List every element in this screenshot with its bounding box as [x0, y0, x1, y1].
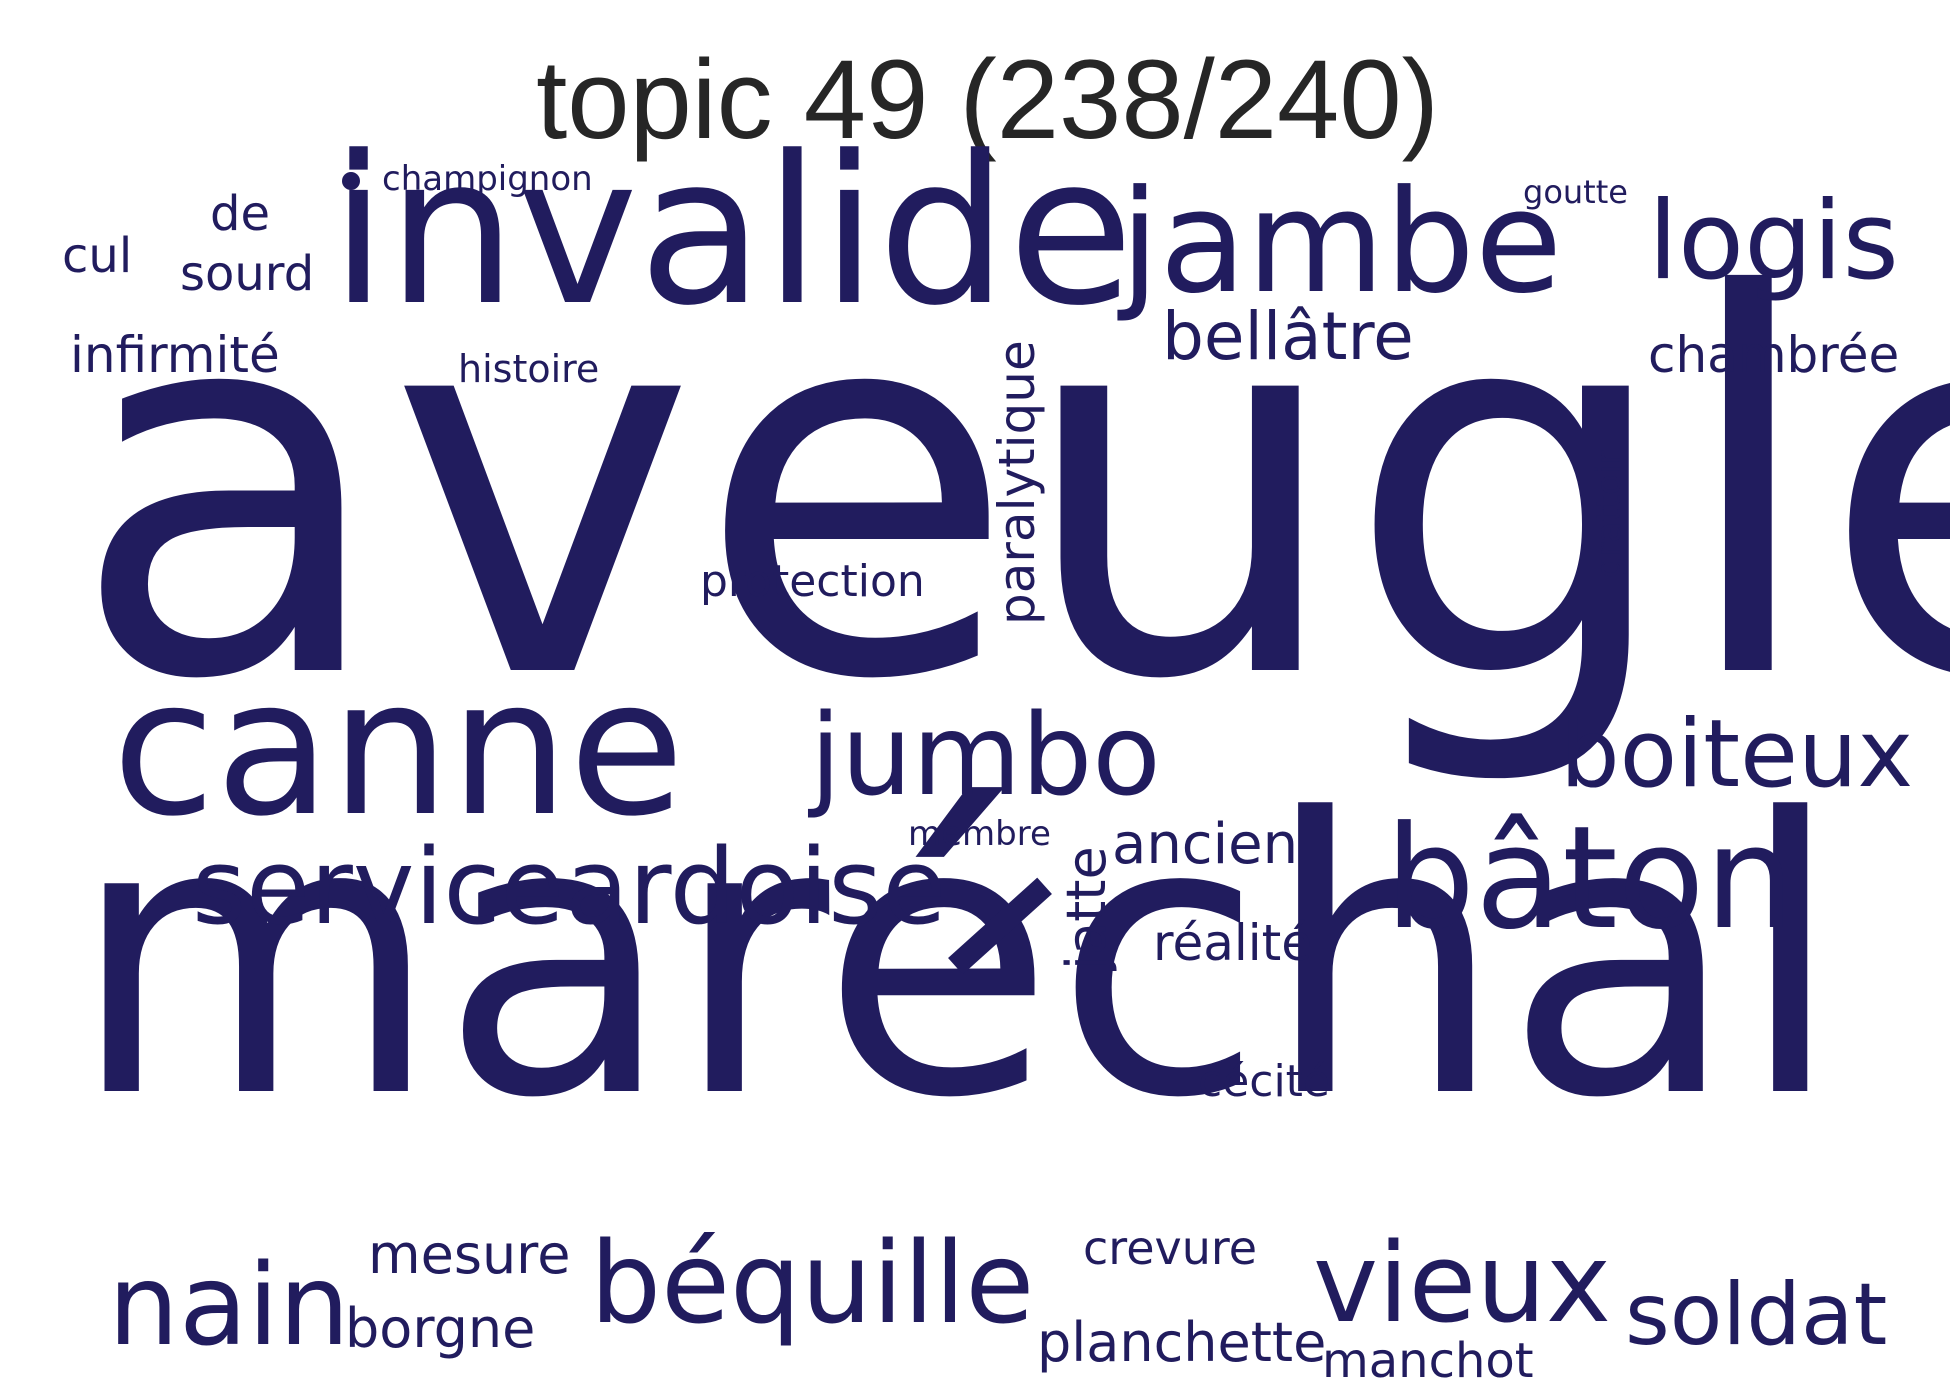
word-goutte: goutte: [1523, 173, 1628, 211]
word-borgne: borgne: [345, 1297, 536, 1360]
word-jumbo: jumbo: [810, 691, 1161, 821]
word-invalide: invalide: [330, 113, 1134, 351]
word-aveugle: aveugle: [70, 187, 1950, 793]
word-crevure: crevure: [1083, 1221, 1258, 1275]
word-dot-mark: [342, 172, 360, 190]
word-planchette: planchette: [1037, 1311, 1327, 1374]
chart-title: topic 49 (238/240): [536, 37, 1439, 162]
word-champignon: champignon: [382, 159, 593, 199]
word-mesure: mesure: [368, 1223, 571, 1286]
word-cecite: cécité: [1198, 1056, 1330, 1107]
word-de: de: [210, 186, 270, 242]
word-vieux: vieux: [1313, 1219, 1612, 1347]
word-membre: membre: [908, 814, 1051, 854]
word-boiteux: boiteux: [1560, 700, 1914, 809]
word-service: service: [192, 826, 565, 948]
word-infirmite: infirmité: [70, 326, 280, 384]
word-nain: nain: [108, 1241, 350, 1371]
word-jambe: jambe: [1120, 160, 1563, 325]
word-chambree: chambrée: [1648, 326, 1900, 384]
word-manchot: manchot: [1322, 1333, 1534, 1389]
word-realite: réalité: [1153, 914, 1313, 972]
word-cul: cul: [62, 228, 133, 284]
word-soldat: soldat: [1625, 1265, 1888, 1365]
word-grattoir: grattoir: [1589, 450, 1629, 578]
word-logis: logis: [1648, 179, 1899, 304]
word-protection: protection: [700, 556, 925, 607]
word-jatte: jatte: [1055, 846, 1118, 970]
word-sourd: sourd: [180, 246, 315, 302]
word-baton: bâton: [1385, 796, 1795, 961]
word-ardoise: ardoise: [565, 826, 947, 948]
word-bellatre: bellâtre: [1162, 298, 1414, 375]
word-canne: canne: [112, 639, 685, 858]
word-histoire: histoire: [458, 347, 600, 391]
word-ancien: ancien: [1112, 812, 1299, 877]
word-paralytique: paralytique: [988, 340, 1046, 625]
word-bequille: béquille: [590, 1219, 1035, 1349]
